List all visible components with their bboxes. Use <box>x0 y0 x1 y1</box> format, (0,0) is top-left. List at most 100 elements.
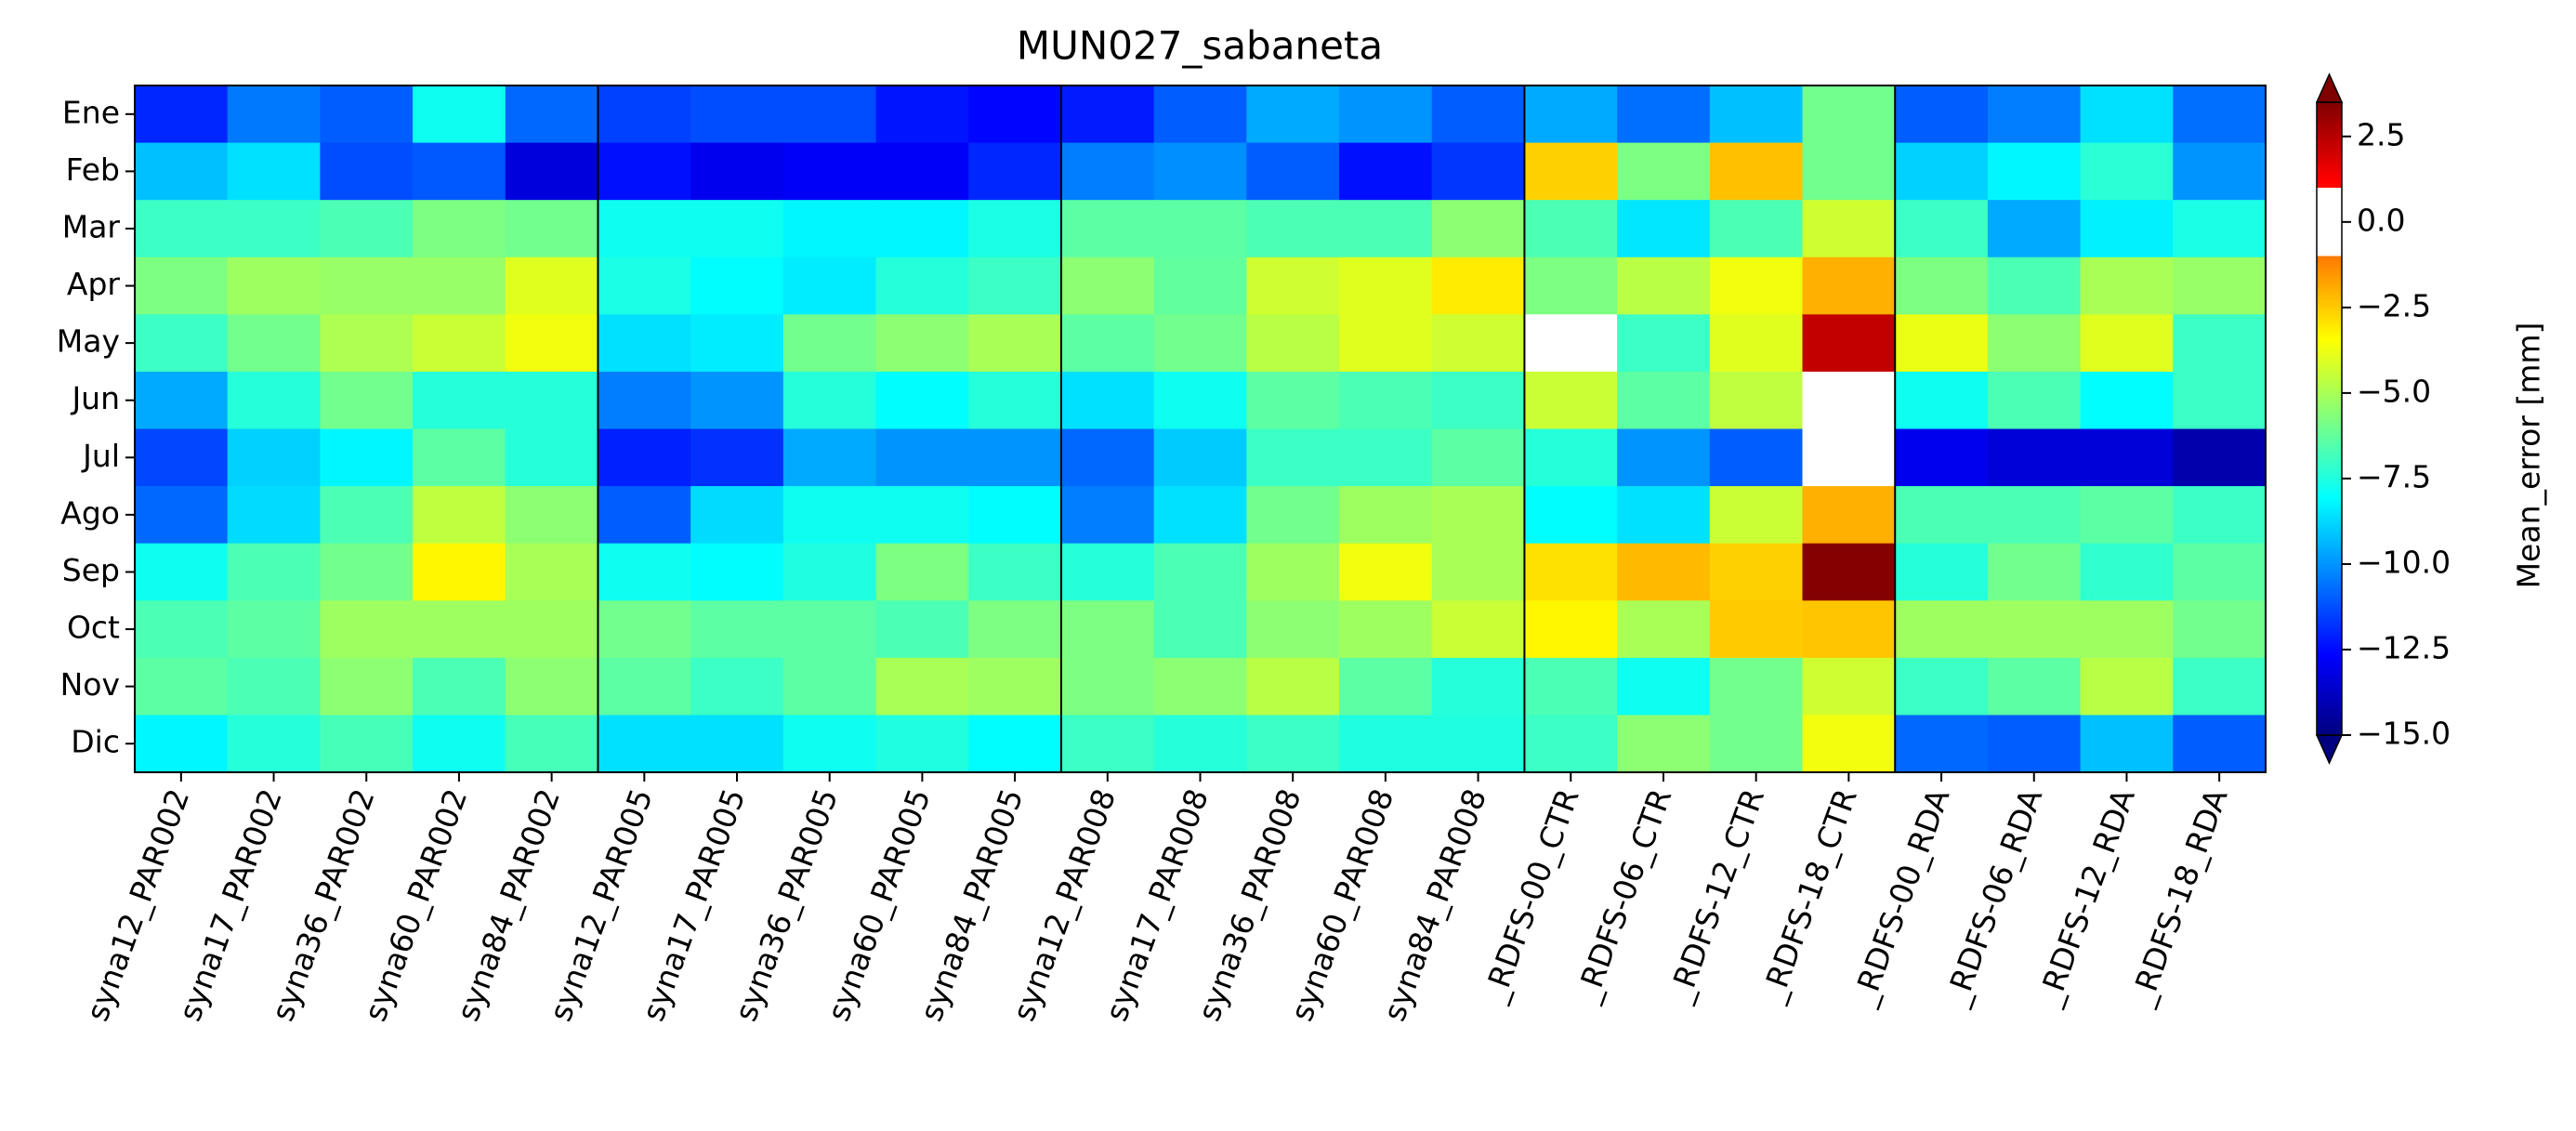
heatmap-cell <box>1709 371 1804 429</box>
heatmap-cell <box>782 543 877 601</box>
heatmap-cell <box>1339 371 1433 429</box>
x-tick-label: syna17_PAR008 <box>1097 784 1215 1026</box>
heatmap-cell <box>1431 715 1525 773</box>
heatmap-cell <box>1431 85 1525 144</box>
heatmap-cell <box>413 314 506 373</box>
heatmap-cell <box>2080 256 2174 315</box>
heatmap-cell <box>1431 657 1525 716</box>
heatmap-cell <box>413 428 506 487</box>
heatmap-cell <box>135 371 229 429</box>
y-tick-label: Oct <box>67 610 120 646</box>
heatmap-cell <box>1524 371 1618 429</box>
x-tick-label: syna12_PAR002 <box>79 784 196 1026</box>
heatmap-cell <box>320 85 414 144</box>
x-tick-label: syna36_PAR002 <box>264 784 381 1026</box>
heatmap-cell <box>1339 85 1433 144</box>
heatmap-cell <box>135 486 229 545</box>
heatmap-cell <box>1060 142 1155 201</box>
heatmap-cell <box>598 371 691 429</box>
heatmap-cell <box>1895 314 1989 373</box>
heatmap-cell <box>1617 715 1711 773</box>
heatmap-cell <box>1153 486 1247 545</box>
heatmap-cell <box>598 486 691 545</box>
heatmap-cell <box>505 600 598 659</box>
heatmap-cell <box>598 256 691 315</box>
heatmap-cell <box>968 600 1062 659</box>
heatmap-cell <box>1060 657 1155 716</box>
x-tick-label: _RDFS-00_RDA <box>1845 783 1957 1011</box>
heatmap-cell <box>690 543 784 601</box>
heatmap-cell <box>598 314 691 373</box>
heatmap-cell <box>1246 314 1340 373</box>
heatmap-cell <box>2173 715 2267 773</box>
heatmap-cell <box>1060 428 1155 487</box>
heatmap-cell <box>1524 486 1618 545</box>
heatmap-cell <box>875 428 969 487</box>
heatmap-cell <box>320 715 414 773</box>
heatmap-cell <box>690 85 784 144</box>
heatmap-cell <box>1339 200 1433 258</box>
x-tick-label: syna36_PAR008 <box>1190 784 1308 1026</box>
heatmap-cell <box>1153 142 1247 201</box>
heatmap-cell <box>968 200 1062 258</box>
heatmap-cell <box>2080 428 2174 487</box>
heatmap-cell <box>690 314 784 373</box>
heatmap-cell <box>1987 256 2082 315</box>
x-tick-label: _RDFS-18_CTR <box>1753 784 1863 1007</box>
heatmap-cell <box>782 142 877 201</box>
heatmap-cell <box>1802 600 1896 659</box>
heatmap-cell <box>1246 371 1340 429</box>
heatmap-cell <box>1431 142 1525 201</box>
heatmap-cell <box>1431 543 1525 601</box>
heatmap-cell <box>2173 657 2267 716</box>
heatmap-cell <box>2173 428 2267 487</box>
heatmap-cell <box>1802 543 1896 601</box>
heatmap-cell <box>2080 657 2174 716</box>
heatmap-cell <box>782 600 877 659</box>
heatmap-cell <box>135 715 229 773</box>
heatmap-cell <box>1246 543 1340 601</box>
heatmap-cell <box>1431 486 1525 545</box>
y-tick-label: Jul <box>81 438 120 474</box>
colorbar-frame <box>2316 101 2343 736</box>
heatmap-cell <box>690 428 784 487</box>
heatmap-cell <box>135 142 229 201</box>
heatmap-cell <box>320 657 414 716</box>
heatmap-cell <box>1617 657 1711 716</box>
heatmap-cell <box>598 142 691 201</box>
heatmap-cell <box>505 543 598 601</box>
y-tick-label: Ene <box>62 94 120 130</box>
heatmap-cell <box>1709 657 1804 716</box>
heatmap-cell <box>968 715 1062 773</box>
heatmap-cell <box>413 715 506 773</box>
heatmap-cell <box>1709 85 1804 144</box>
heatmap-cell <box>1524 200 1618 258</box>
heatmap-cell <box>2173 256 2267 315</box>
y-tick-label: May <box>57 323 120 360</box>
x-tick-label: syna36_PAR005 <box>728 784 845 1026</box>
heatmap-cell <box>2080 600 2174 659</box>
heatmap-cell <box>320 314 414 373</box>
heatmap-cell <box>598 600 691 659</box>
heatmap-cell <box>875 600 969 659</box>
heatmap-cell <box>1617 486 1711 545</box>
heatmap-cell <box>1617 85 1711 144</box>
heatmap-cell <box>1524 256 1618 315</box>
heatmap-cell <box>135 543 229 601</box>
heatmap-cell <box>690 142 784 201</box>
heatmap-cell <box>1431 428 1525 487</box>
heatmap-cell <box>2173 142 2267 201</box>
heatmap-cell <box>135 314 229 373</box>
x-tick-label: _RDFS-00_CTR <box>1475 784 1585 1007</box>
heatmap-cell <box>1617 371 1711 429</box>
heatmap-cell <box>1339 543 1433 601</box>
heatmap-cell <box>505 256 598 315</box>
heatmap-cell <box>1431 600 1525 659</box>
heatmap-cell <box>1153 256 1247 315</box>
heatmap-cell <box>1987 200 2082 258</box>
heatmap-cell <box>320 371 414 429</box>
heatmap-cell <box>1987 371 2082 429</box>
y-tick-label: Mar <box>62 208 121 244</box>
heatmap-cell <box>690 486 784 545</box>
heatmap-cell <box>505 657 598 716</box>
